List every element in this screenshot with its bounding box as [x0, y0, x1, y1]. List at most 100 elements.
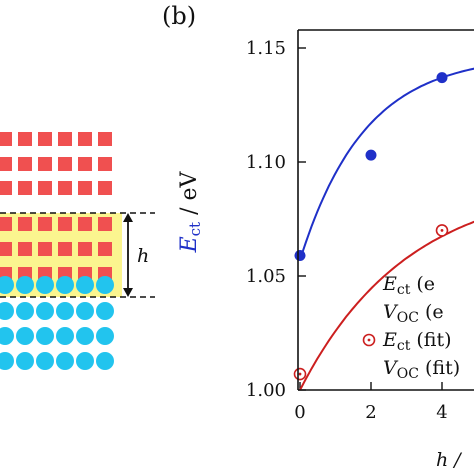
acceptor-square — [78, 157, 92, 171]
acceptor-square — [0, 242, 12, 256]
x-axis-label: h / — [436, 449, 462, 471]
donor-circle — [0, 302, 14, 320]
donor-circle — [36, 302, 54, 320]
y-axis-subscript: ct — [186, 222, 204, 236]
donor-circle — [36, 276, 54, 294]
acceptor-square — [0, 181, 12, 195]
x-tick-label: 0 — [294, 402, 305, 423]
y-tick-label: 1.05 — [246, 266, 286, 287]
ect-data-point — [294, 249, 306, 261]
y-tick-label: 1.10 — [246, 152, 286, 173]
legend-entry: Ect (e — [382, 273, 435, 298]
acceptor-square — [38, 242, 52, 256]
donor-circle — [0, 327, 14, 345]
acceptor-square — [98, 132, 112, 146]
acceptor-square — [58, 181, 72, 195]
voc-data-point-center — [440, 229, 444, 232]
acceptor-square — [98, 157, 112, 171]
y-axis-unit: / eV — [177, 170, 202, 221]
legend-suffix: (fit) — [419, 357, 460, 379]
y-axis-label: Ect / eV — [177, 170, 204, 253]
donor-circle — [0, 276, 14, 294]
acceptor-square — [18, 217, 32, 231]
acceptor-square — [58, 217, 72, 231]
donor-circle — [96, 276, 114, 294]
legend-symbol: V — [383, 357, 399, 379]
acceptor-square — [18, 242, 32, 256]
donor-circle — [36, 327, 54, 345]
donor-circle — [96, 302, 114, 320]
acceptor-square — [0, 217, 12, 231]
donor-circle — [56, 276, 74, 294]
donor-circle — [0, 352, 14, 370]
legend-symbol: E — [382, 273, 397, 295]
voc-data-point-center — [298, 372, 302, 376]
y-axis-symbol: E — [177, 236, 202, 253]
acceptor-square — [98, 217, 112, 231]
donor-circle — [76, 327, 94, 345]
legend-entry: VOC (e — [383, 301, 444, 326]
donor-circle — [56, 352, 74, 370]
donor-circle — [76, 302, 94, 320]
donor-circle — [76, 276, 94, 294]
legend-suffix: (fit) — [410, 329, 451, 351]
legend-symbol: V — [383, 301, 399, 323]
legend-entry: VOC (fit) — [383, 357, 460, 382]
donor-circle — [36, 352, 54, 370]
acceptor-square — [38, 217, 52, 231]
acceptor-square — [0, 132, 12, 146]
chart-panel: 1.001.051.101.150 2 4 Ect / eV h / Ect (eV… — [177, 29, 474, 471]
legend-suffix: (e — [410, 273, 435, 295]
voc-fit-curve — [299, 220, 474, 391]
x-tick-label: 4 — [436, 402, 447, 423]
legend-subscript: OC — [397, 310, 419, 326]
donor-circle — [16, 276, 34, 294]
acceptor-square — [0, 157, 12, 171]
donor-circle — [96, 352, 114, 370]
ect-data-point — [436, 72, 448, 84]
acceptor-square — [58, 157, 72, 171]
donor-circle — [16, 327, 34, 345]
axis-ticks: 1.00 1.05 1.10 1.15 0 2 4 — [246, 38, 448, 423]
acceptor-square — [38, 132, 52, 146]
donor-circle — [56, 302, 74, 320]
donor-circle — [96, 327, 114, 345]
legend-suffix: (e — [419, 301, 444, 323]
acceptor-square — [38, 157, 52, 171]
legend-symbol: E — [382, 329, 397, 351]
acceptor-square — [18, 181, 32, 195]
panel-label: (b) — [162, 2, 196, 30]
ect-fit-curve — [299, 67, 474, 261]
donor-circles — [0, 276, 114, 370]
legend-marker-center — [367, 338, 371, 342]
donor-circle — [76, 352, 94, 370]
legend-entry: Ect (fit) — [382, 329, 452, 354]
acceptor-square — [78, 242, 92, 256]
acceptor-square — [18, 132, 32, 146]
donor-circle — [16, 352, 34, 370]
donor-circle — [16, 302, 34, 320]
acceptor-square — [78, 217, 92, 231]
acceptor-square — [98, 242, 112, 256]
y-tick-label: 1.15 — [246, 38, 286, 59]
acceptor-square — [78, 132, 92, 146]
fit-curves — [299, 67, 474, 391]
acceptor-square — [18, 157, 32, 171]
acceptor-square — [58, 132, 72, 146]
layer-structure-schematic: h — [0, 132, 155, 370]
y-tick-label: 1.00 — [246, 380, 286, 401]
acceptor-squares — [0, 132, 112, 281]
donor-circle — [56, 327, 74, 345]
legend-subscript: ct — [397, 338, 411, 354]
height-arrow-head-bottom — [123, 288, 133, 297]
acceptor-square — [98, 181, 112, 195]
height-arrow-head-top — [123, 213, 133, 222]
ect-data-point — [365, 149, 377, 161]
height-label: h — [137, 245, 149, 267]
acceptor-square — [78, 181, 92, 195]
legend-subscript: OC — [397, 366, 419, 382]
x-tick-label: 2 — [365, 402, 376, 423]
acceptor-square — [38, 181, 52, 195]
